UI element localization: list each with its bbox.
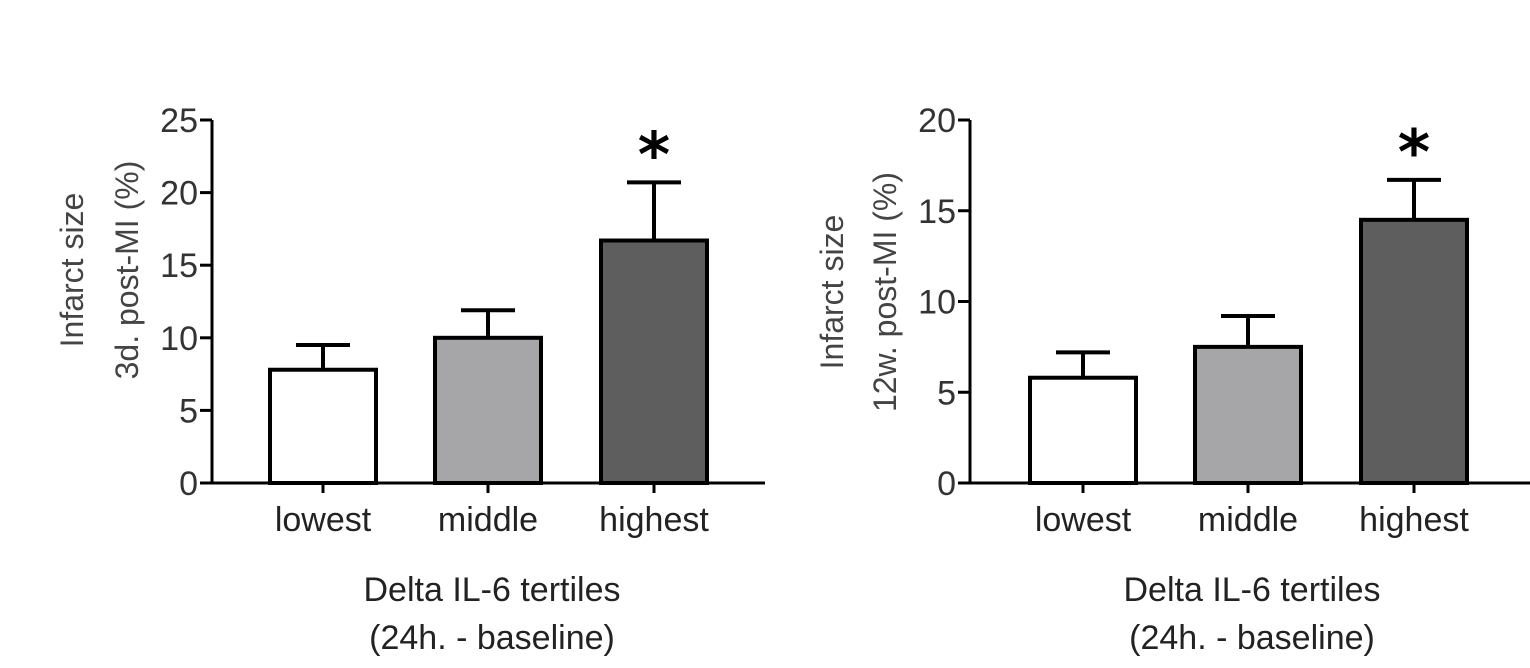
significance-marker-3d: * [638, 118, 670, 191]
y-tick-label-3d: 5 [179, 392, 198, 430]
category-label-highest-3d: highest [599, 501, 709, 539]
y-tick-label-12w: 5 [937, 374, 956, 412]
y-tick-label-3d: 25 [160, 102, 198, 140]
category-label-middle-12w: middle [1198, 501, 1298, 539]
chart-svg-12w: 0 5 10 15 20 lowest middle highest * Infarct size… [814, 102, 1530, 657]
y-axis-label-line2-12w: 12w. post-MI (%) [867, 172, 903, 412]
y-axis-label-line1-3d: Infarct size [54, 193, 90, 348]
y-tick-label-3d: 15 [160, 247, 198, 285]
category-label-lowest-12w: lowest [1035, 501, 1132, 539]
y-tick-label-3d: 0 [179, 465, 198, 503]
y-tick-label-3d: 10 [160, 320, 198, 358]
x-axis-title-line1-3d: Delta IL-6 tertiles [364, 571, 621, 609]
chart-svg-3d: 0 5 10 15 20 25 lowest middle highest * Infarct si… [54, 102, 765, 657]
bar-highest-12w [1359, 217, 1469, 485]
y-axis-label-line1-12w: Infarct size [814, 215, 850, 370]
x-axis-title-line2-12w: (24h. - baseline) [1129, 619, 1375, 657]
category-label-middle-3d: middle [438, 501, 538, 539]
chart-panel-12w: 0 5 10 15 20 lowest middle highest * Infarct size… [765, 0, 1530, 668]
x-axis-title-line1-12w: Delta IL-6 tertiles [1124, 571, 1381, 609]
category-label-lowest-3d: lowest [275, 501, 372, 539]
y-axis-label-line2-3d: 3d. post-MI (%) [109, 161, 145, 380]
x-axis-title-line2-3d: (24h. - baseline) [369, 619, 615, 657]
bar-highest-3d [599, 238, 709, 485]
chart-panel-3d: 0 5 10 15 20 25 lowest middle highest * Infarct si… [54, 102, 765, 657]
category-label-highest-12w: highest [1359, 501, 1469, 539]
significance-marker-12w: * [1398, 116, 1430, 189]
y-tick-label-12w: 10 [918, 284, 956, 322]
y-tick-label-12w: 0 [937, 465, 956, 503]
bar-middle-12w [1193, 344, 1303, 485]
y-tick-label-12w: 20 [918, 102, 956, 140]
bar-lowest-12w [1028, 375, 1138, 486]
bar-lowest-3d [268, 367, 378, 485]
bar-middle-3d [433, 335, 543, 485]
y-tick-label-12w: 15 [918, 193, 956, 231]
y-tick-label-3d: 20 [160, 175, 198, 213]
